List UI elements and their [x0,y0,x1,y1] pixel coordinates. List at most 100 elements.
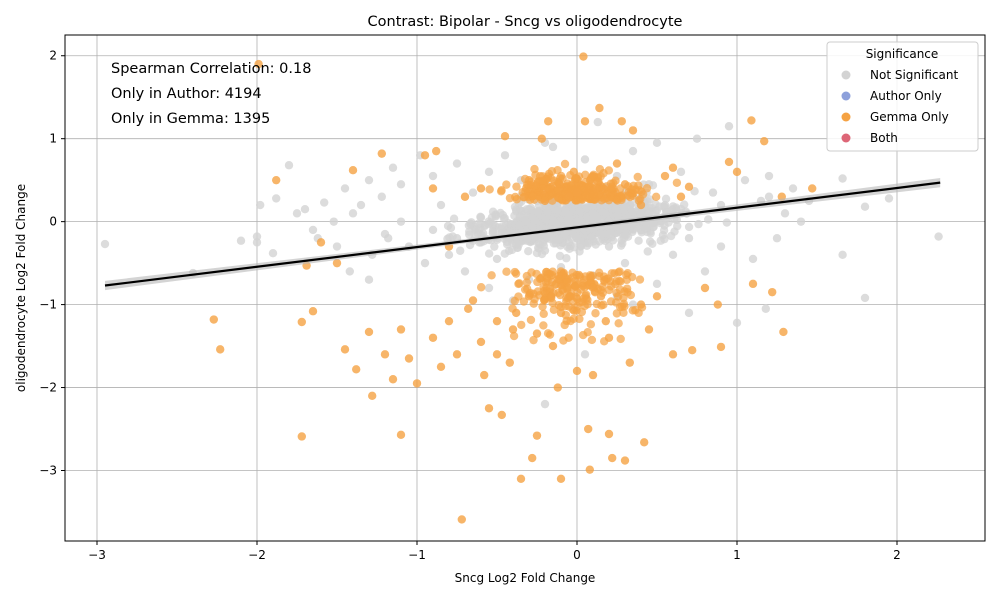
data-point [579,52,588,61]
data-point [636,225,646,235]
data-point [592,299,602,309]
data-point [508,325,518,334]
data-point [572,366,582,376]
data-point [460,267,470,276]
y-tick-label: −3 [39,463,57,477]
data-point [595,229,604,239]
data-point [684,234,694,243]
data-point [491,211,500,220]
data-point [548,217,558,226]
data-point [272,175,281,185]
data-point [838,174,847,183]
data-point [589,190,598,199]
data-point [522,271,532,281]
plot-frame [64,34,986,542]
data-point [505,193,515,203]
legend-title: Significance [866,47,939,61]
data-point [642,184,652,193]
data-point [490,242,499,251]
axis-ticks: −3 −2 −1 0 1 2 −3 −2 −1 0 1 2 [39,49,901,562]
data-point [578,330,588,340]
data-point [526,315,536,325]
data-point [539,321,548,330]
data-point [652,279,662,289]
data-point [252,232,262,241]
data-point [652,292,662,301]
data-point [396,325,406,334]
data-point [492,350,502,359]
data-point [556,171,566,181]
data-point [457,515,466,524]
data-point [588,171,598,181]
data-point [550,280,559,290]
data-point [446,223,456,233]
data-point [732,318,742,328]
data-point [569,167,578,177]
data-point [599,272,609,281]
data-point [512,195,522,204]
data-point [617,117,626,126]
data-point [368,391,377,401]
data-point [476,213,486,222]
data-point [575,206,584,216]
data-point [502,180,511,189]
data-point [452,350,462,359]
data-point [428,225,438,235]
data-point [364,175,374,185]
data-point [532,329,542,338]
data-point [572,188,582,197]
data-point [505,358,514,367]
data-point [540,288,550,298]
data-point [537,134,546,143]
data-point [484,283,494,293]
data-point [628,126,638,135]
data-point [740,175,750,185]
data-point [636,200,646,210]
data-point [555,251,565,261]
data-point [700,283,710,293]
data-point [588,283,597,292]
data-point [540,246,550,255]
data-point [216,345,225,354]
data-point [581,272,590,281]
data-point [308,307,318,316]
data-point [616,277,625,286]
data-point [679,200,689,209]
data-point [297,317,306,327]
data-point [625,192,635,202]
annotation-author-count: Only in Author: 4194 [111,86,262,102]
data-point [575,314,584,324]
data-point [464,304,473,313]
data-point [668,204,678,214]
data-point [380,350,390,359]
x-tick-label: −3 [88,548,106,562]
data-point [544,169,554,179]
data-point [645,237,655,246]
data-point [539,309,548,319]
data-point [684,308,694,318]
data-point [604,429,614,439]
data-point [620,456,630,465]
data-point [625,358,634,367]
data-point [585,465,594,474]
data-point [300,204,310,214]
data-point [788,184,798,193]
data-point [860,202,870,211]
data-point [761,304,770,313]
data-point [500,132,510,141]
data-point [538,302,547,311]
data-point [633,172,642,182]
data-point [668,163,678,172]
data-point [538,176,547,186]
regression-line [104,181,941,287]
data-point [500,249,509,258]
x-tick-label: −2 [248,548,266,562]
data-point [556,474,566,483]
data-point [716,242,726,251]
data-point [484,167,494,177]
data-point [628,306,637,315]
data-point [612,309,622,318]
legend: Significance Not Significant Author Only… [826,41,979,152]
data-point [588,370,598,380]
data-point [478,229,488,238]
